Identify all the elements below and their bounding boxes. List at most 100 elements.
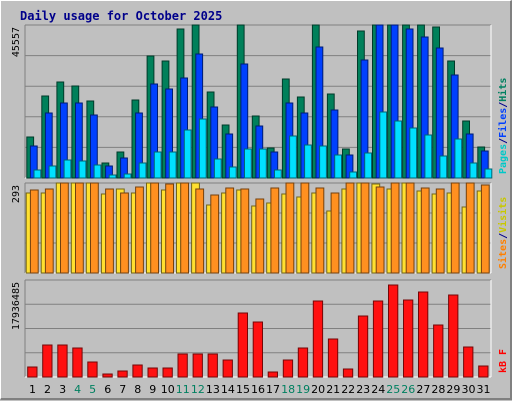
bar-pages-day-29	[454, 138, 463, 179]
bar-pages-day-22	[349, 171, 358, 179]
bar-sites-day-7	[120, 192, 129, 274]
bar-pages-day-4	[78, 160, 87, 179]
legend-entry: kB F	[498, 349, 509, 373]
bar-pages-day-16	[259, 148, 267, 179]
bar-kb-f-day-11	[177, 353, 188, 378]
bar-pages-day-3	[63, 159, 72, 179]
panel-legend: kB F	[498, 349, 509, 373]
bar-kb-f-day-20	[312, 300, 324, 378]
panel-max-label: 293	[11, 185, 22, 203]
bar-kb-f-day-10	[162, 367, 173, 378]
x-tick-label-15: 15	[236, 383, 250, 396]
panel-max-label: 45557	[11, 27, 22, 57]
x-tick-label-28: 28	[431, 383, 445, 396]
bar-sites-day-27	[420, 187, 430, 274]
bar-pages-day-10	[168, 151, 177, 179]
x-tick-label-8: 8	[134, 383, 141, 396]
bar-sites-day-18	[285, 182, 295, 274]
bar-sites-day-30	[465, 182, 475, 274]
x-tick-label-14: 14	[221, 383, 235, 396]
bar-pages-day-15	[244, 148, 252, 179]
x-tick-label-22: 22	[341, 383, 355, 396]
bar-pages-day-9	[153, 151, 162, 179]
bar-sites-day-20	[315, 187, 325, 274]
bar-sites-day-21	[330, 192, 340, 274]
bar-kb-f-day-19	[297, 347, 309, 378]
panel-2: 293 Sites/Visits	[11, 182, 509, 274]
bar-kb-f-day-25	[388, 284, 399, 378]
x-tick-label-6: 6	[104, 383, 111, 396]
bar-pages-day-6	[108, 174, 117, 179]
bar-kb-f-day-17	[267, 371, 279, 378]
bar-pages-day-12	[198, 118, 207, 179]
bar-sites-day-11	[180, 182, 189, 274]
bar-sites-day-13	[210, 194, 220, 274]
bar-kb-f-day-31	[478, 365, 489, 378]
bar-kb-f-day-16	[252, 321, 263, 378]
bar-kb-f-day-24	[372, 300, 384, 378]
bar-sites-day-19	[300, 182, 310, 274]
x-tick-label-21: 21	[326, 383, 340, 396]
chart-title: Daily usage for October 2025	[20, 9, 222, 23]
bar-pages-day-14	[228, 166, 237, 179]
x-tick-label-13: 13	[206, 383, 220, 396]
legend-entry: /	[498, 233, 509, 239]
bar-kb-f-day-3	[57, 344, 68, 378]
x-tick-label-5: 5	[89, 383, 96, 396]
bar-sites-day-15	[240, 188, 250, 274]
x-axis-labels: 1 2 3 4 5 6 7 8 9 10 11 12 13 14 15 16 17 18 19 20 21 22 23 24 2…	[29, 383, 491, 396]
bar-kb-f-day-27	[418, 291, 429, 378]
bar-sites-day-6	[105, 188, 114, 274]
bar-kb-f-day-1	[27, 366, 38, 378]
x-tick-label-27: 27	[416, 383, 430, 396]
series-pages	[33, 111, 493, 179]
bar-kb-f-day-22	[342, 368, 354, 378]
bar-kb-f-day-2	[42, 344, 53, 378]
bar-pages-day-1	[33, 169, 42, 179]
bar-sites-day-12	[195, 188, 205, 274]
bar-kb-f-day-26	[403, 299, 414, 378]
legend-entry: Hits	[497, 78, 509, 102]
x-tick-label-29: 29	[446, 383, 460, 396]
legend-entry: /	[498, 138, 509, 144]
x-tick-label-23: 23	[356, 383, 370, 396]
bar-kb-f-day-8	[132, 364, 143, 378]
bar-sites-day-5	[90, 182, 99, 274]
bar-sites-day-29	[450, 182, 460, 274]
legend-entry: Pages	[498, 144, 509, 174]
x-tick-label-17: 17	[266, 383, 280, 396]
bar-sites-day-16	[255, 198, 265, 274]
bar-pages-day-18	[289, 135, 297, 179]
x-tick-label-9: 9	[149, 383, 156, 396]
bar-pages-day-31	[484, 168, 493, 179]
bar-sites-day-22	[345, 182, 355, 274]
bar-sites-day-2	[44, 188, 54, 274]
bar-sites-day-26	[405, 182, 415, 274]
bar-sites-day-24	[375, 186, 385, 274]
x-tick-label-4: 4	[74, 383, 81, 396]
bar-pages-day-25	[394, 120, 403, 179]
bar-sites-day-8	[135, 186, 144, 274]
bar-pages-day-28	[439, 155, 448, 179]
panel-3: 17936485 kB F	[11, 279, 509, 378]
legend-entry: Visits	[497, 197, 509, 233]
bar-sites-day-1	[29, 189, 39, 274]
panel-legend: Sites/Visits	[497, 197, 509, 269]
series-files	[29, 24, 489, 179]
bar-kb-f-day-12	[192, 353, 203, 378]
bar-kb-f-day-4	[72, 347, 83, 378]
bar-pages-day-27	[424, 134, 433, 179]
bar-sites-day-28	[435, 188, 445, 274]
x-tick-label-3: 3	[59, 383, 66, 396]
bar-pages-day-2	[48, 165, 57, 179]
bar-sites-day-9	[150, 182, 159, 274]
bar-sites-day-14	[225, 187, 235, 274]
bar-kb-f-day-6	[102, 373, 113, 378]
bar-kb-f-day-29	[448, 294, 459, 378]
bar-pages-day-30	[469, 162, 478, 179]
bar-sites-day-31	[480, 184, 490, 274]
x-tick-label-10: 10	[161, 383, 175, 396]
